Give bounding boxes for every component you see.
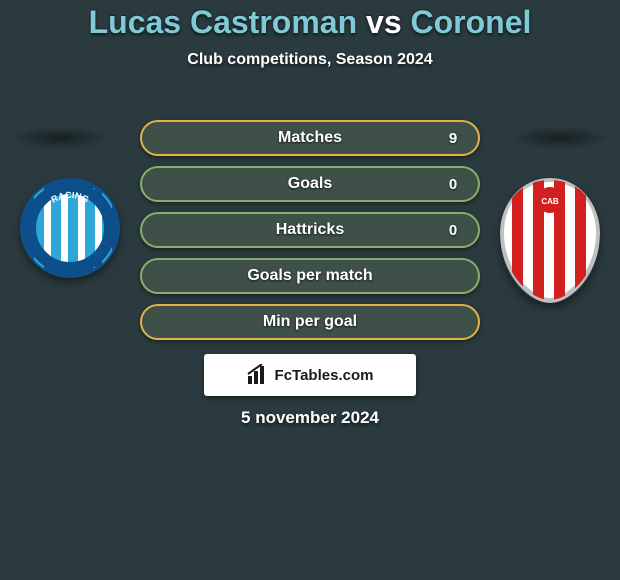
stat-label: Min per goal <box>192 313 428 331</box>
stat-right-value: 0 <box>428 176 478 193</box>
stat-right-value: 9 <box>428 130 478 147</box>
crest-right-shadow <box>510 126 610 150</box>
stat-label: Goals per match <box>192 267 428 285</box>
stat-row: Matches9 <box>140 120 480 156</box>
crest-right-stripe <box>512 178 523 303</box>
stat-label: Matches <box>192 129 428 147</box>
stat-row: Min per goal <box>140 304 480 340</box>
page-title: Lucas Castroman vs Coronel <box>0 0 620 41</box>
title-vs: vs <box>366 4 402 40</box>
brand-bars-icon <box>247 364 269 386</box>
stats-list: Matches9Goals0Hattricks0Goals per matchM… <box>140 120 480 350</box>
subtitle: Club competitions, Season 2024 <box>0 51 620 69</box>
brand-box: FcTables.com <box>204 354 416 396</box>
crest-right-badge-text: CAB <box>541 197 559 206</box>
crest-left-shadow <box>10 126 110 150</box>
stat-right-value: 0 <box>428 222 478 239</box>
stat-row: Goals per match <box>140 258 480 294</box>
crest-left: RACING <box>20 178 120 278</box>
title-player1: Lucas Castroman <box>89 4 358 40</box>
stat-label: Goals <box>192 175 428 193</box>
stat-label: Hattricks <box>192 221 428 239</box>
date: 5 november 2024 <box>0 408 620 428</box>
brand-text: FcTables.com <box>275 367 374 384</box>
crest-right: CAB <box>500 178 600 303</box>
stat-row: Goals0 <box>140 166 480 202</box>
stat-row: Hattricks0 <box>140 212 480 248</box>
title-player2: Coronel <box>411 4 532 40</box>
